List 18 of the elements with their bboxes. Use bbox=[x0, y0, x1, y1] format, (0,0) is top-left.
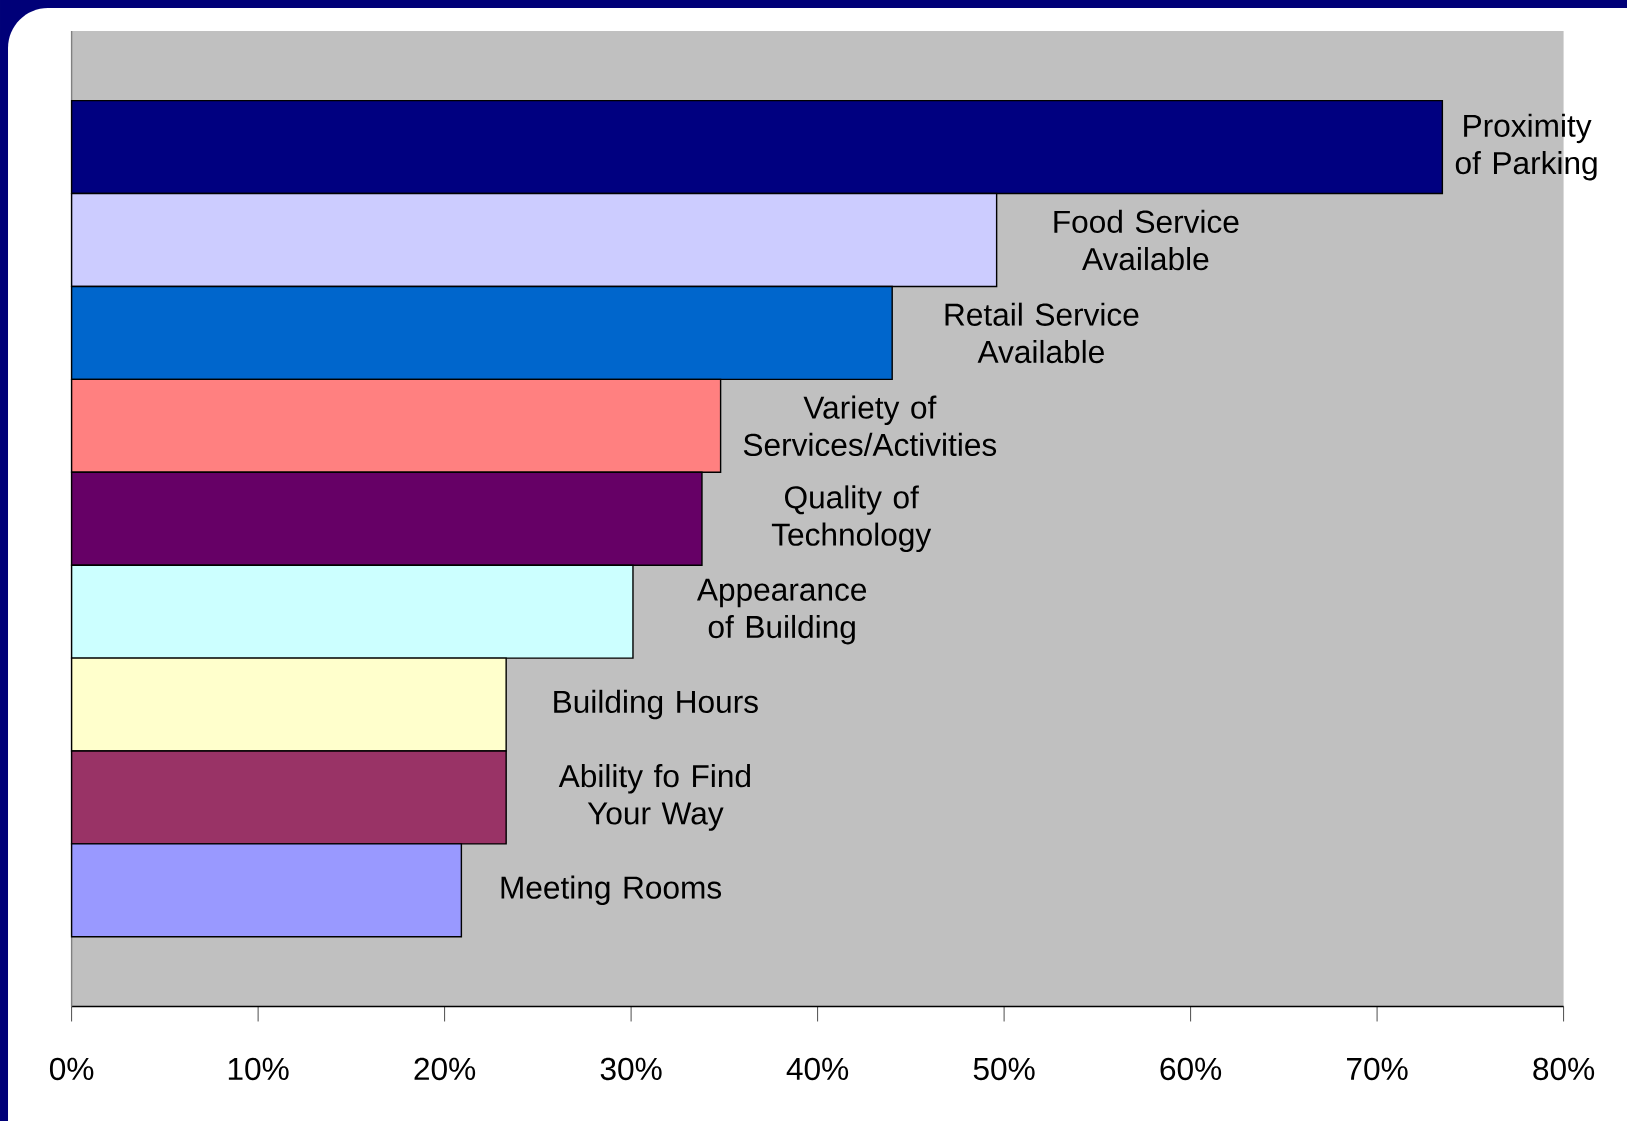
x-tick-label: 30% bbox=[600, 1057, 662, 1081]
x-tick-label: 70% bbox=[1347, 1057, 1408, 1081]
x-tick-label: 60% bbox=[1160, 1057, 1222, 1081]
x-tick-label: 80% bbox=[1533, 1057, 1595, 1081]
y-tick-label: Appearance of Building bbox=[696, 578, 867, 645]
x-tick-label: 50% bbox=[973, 1057, 1035, 1081]
y-tick-label: Quality of Technology bbox=[771, 485, 932, 553]
x-tick-label: 0% bbox=[49, 1057, 94, 1081]
y-tick-label: Proximity of Parking bbox=[1455, 113, 1597, 181]
x-tick-label: 10% bbox=[228, 1057, 289, 1081]
y-tick-label: Variety of Services/Activities bbox=[743, 395, 997, 457]
y-tick-label: Retail Service Available bbox=[945, 302, 1139, 364]
x-tick-label: 20% bbox=[414, 1057, 476, 1081]
y-tick-label: Ability fo Find Your Way bbox=[558, 764, 750, 831]
y-tick-label: Meeting Rooms bbox=[501, 875, 722, 906]
x-tick-label: 40% bbox=[786, 1057, 849, 1081]
y-tick-label: Food Service Available bbox=[1054, 209, 1239, 271]
y-tick-label: Building Hours bbox=[554, 689, 758, 720]
